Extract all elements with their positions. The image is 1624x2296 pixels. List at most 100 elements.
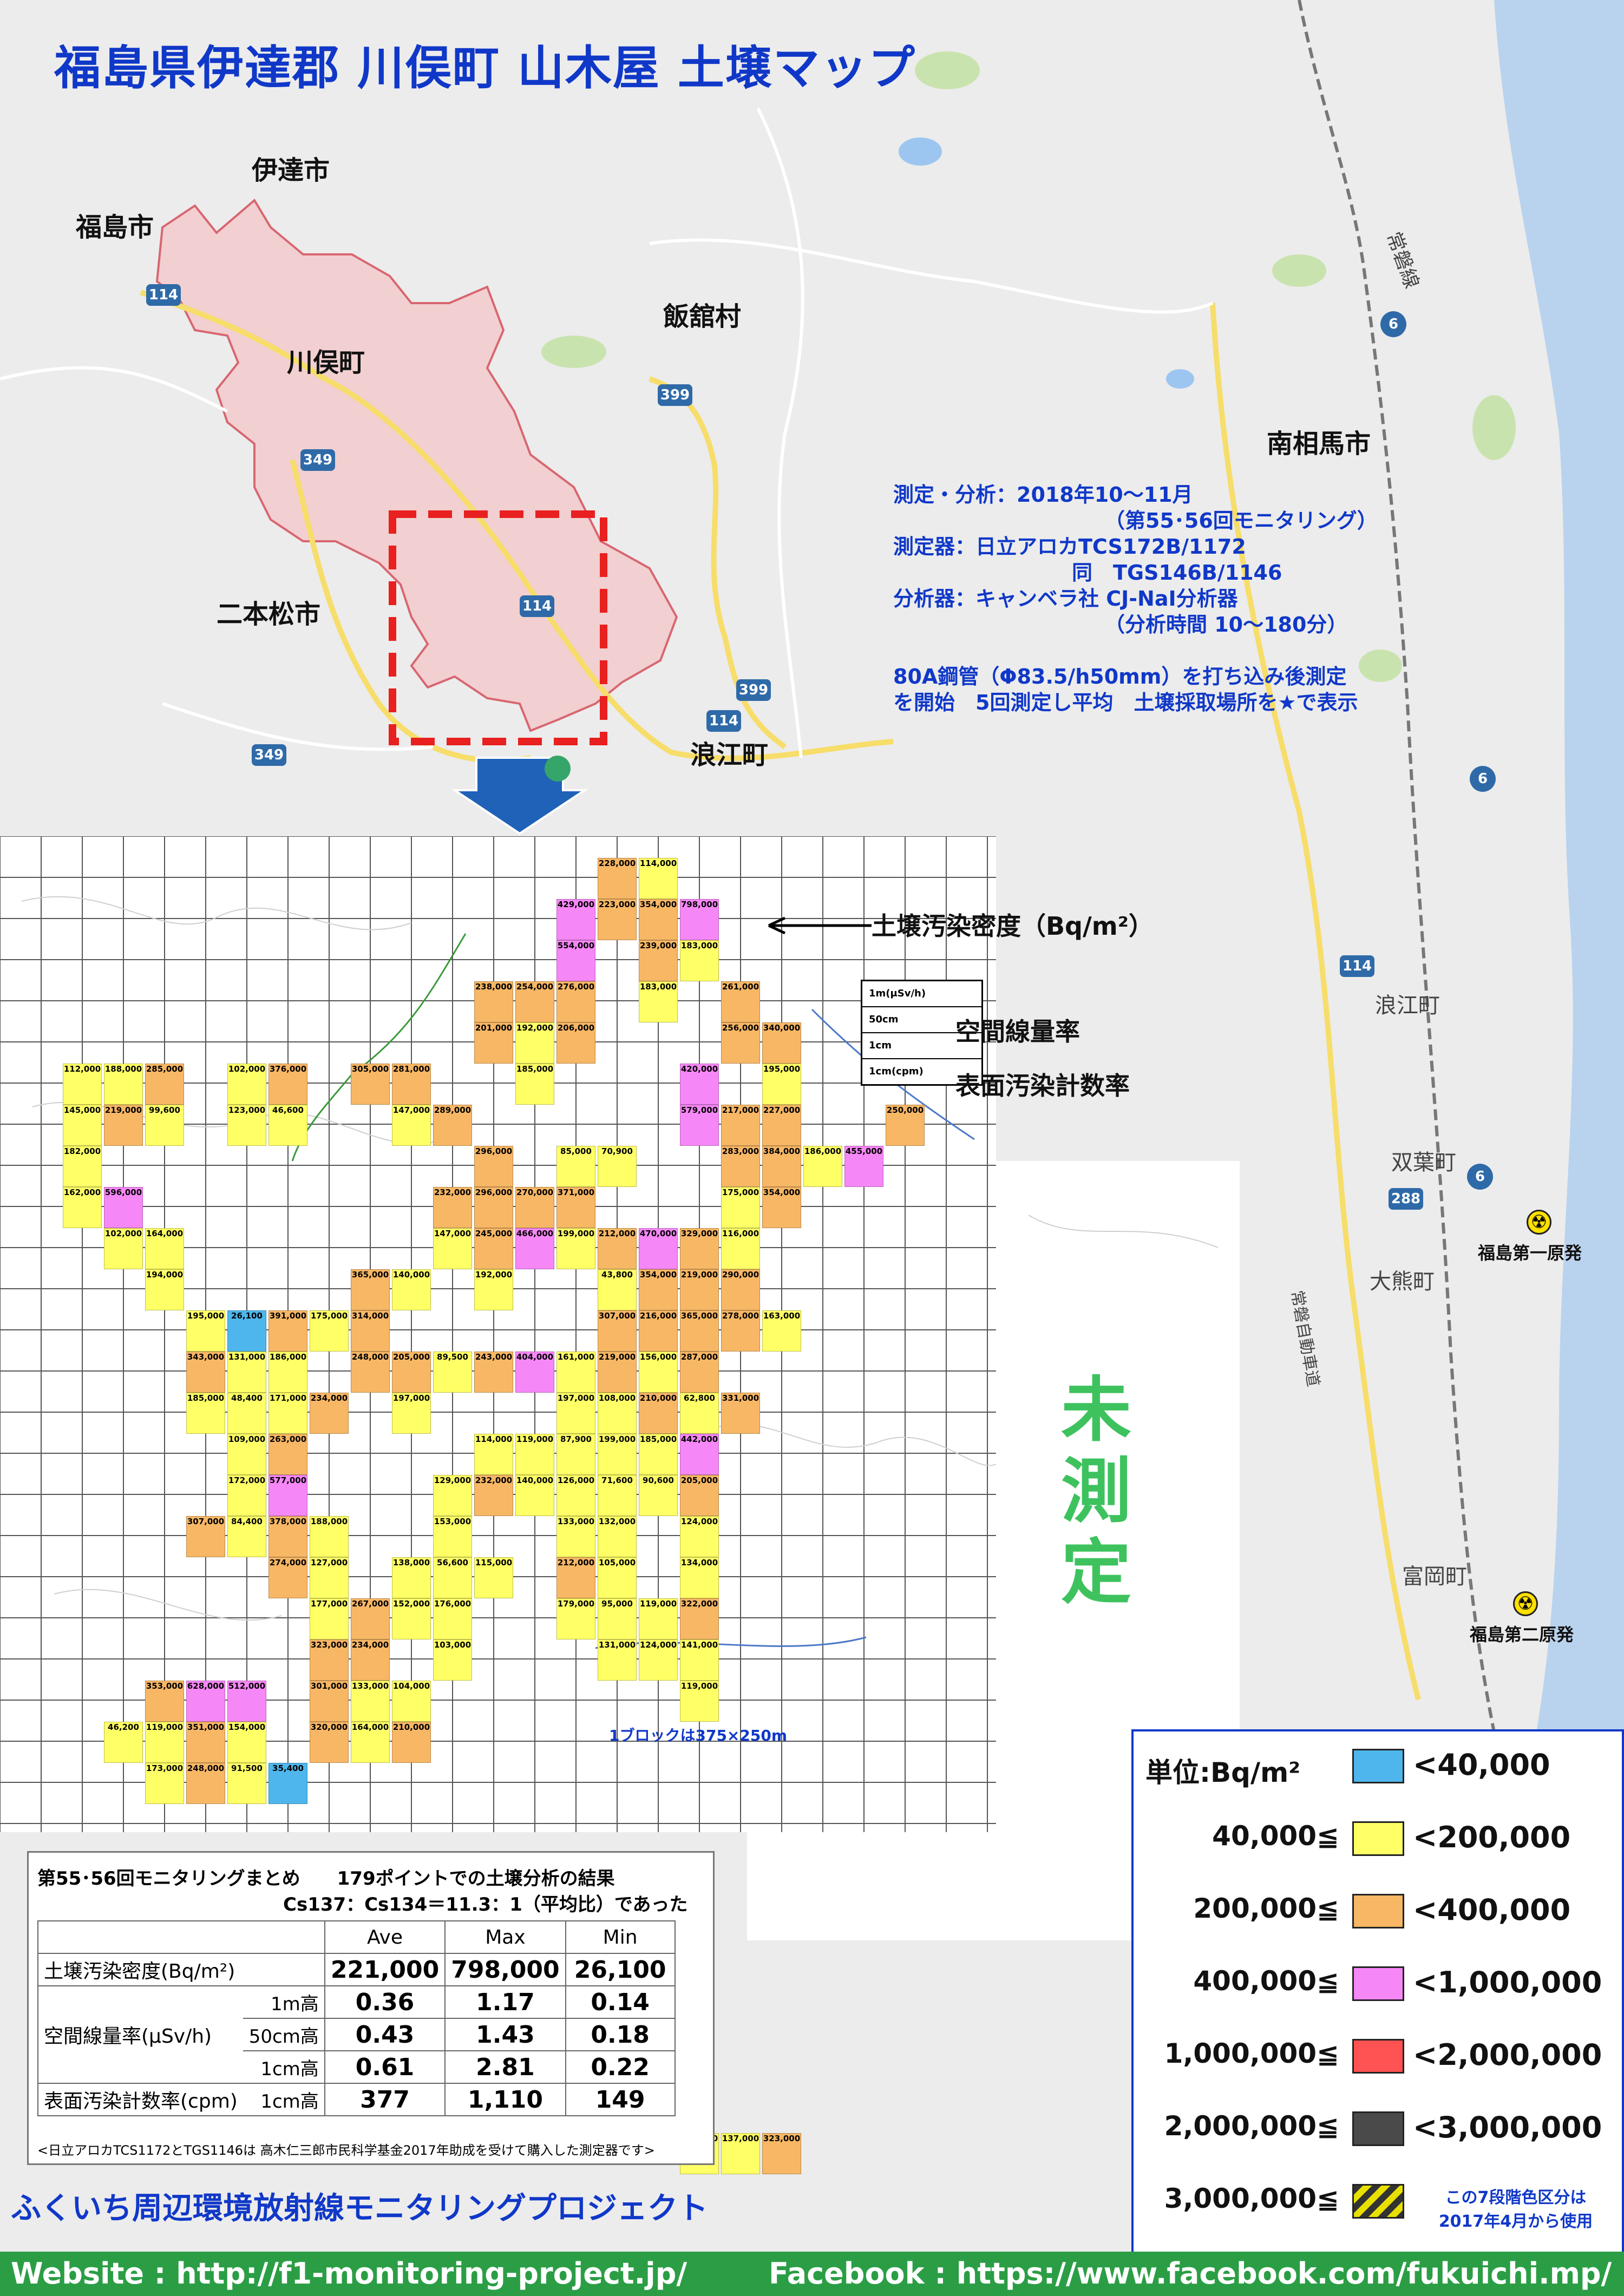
survey-cell: 278,000 (721, 1310, 760, 1352)
cell-density: 99,600 (149, 1105, 180, 1115)
cell-density: 212,000 (598, 1229, 636, 1238)
legend-row: 200,000≦ <400,000 (1134, 1882, 1621, 1936)
survey-cell: 256,000 (721, 1022, 760, 1064)
cell-density: 205,000 (680, 1475, 718, 1485)
cell-density: 105,000 (598, 1558, 636, 1567)
survey-cell: 119,000 (639, 1598, 678, 1639)
cell-density: 119,000 (639, 1599, 677, 1609)
cell-density: 197,000 (392, 1393, 430, 1403)
cell-density: 126,000 (557, 1475, 595, 1485)
survey-cell: 194,000 (145, 1269, 184, 1310)
survey-cell: 466,000 (515, 1228, 554, 1269)
survey-cell: 232,000 (474, 1475, 513, 1516)
cell-density: 270,000 (516, 1188, 554, 1197)
survey-cell: 219,000 (680, 1269, 719, 1310)
cell-density: 307,000 (187, 1517, 225, 1526)
cell-density: 238,000 (475, 982, 513, 992)
survey-cell: 99,600 (145, 1105, 184, 1146)
survey-cell: 175,000 (721, 1187, 760, 1228)
table-cell: 149 (565, 2083, 676, 2116)
survey-cell: 227,000 (762, 1105, 801, 1146)
survey-cell: 197,000 (556, 1393, 595, 1434)
cell-density: 185,000 (187, 1393, 225, 1403)
cell-density: 455,000 (845, 1146, 883, 1156)
survey-cell: 354,000 (639, 1269, 678, 1310)
summary-heading: 第55･56回モニタリングまとめ 179ポイントでの土壌分析の結果 (37, 1868, 615, 1890)
col-header: Min (565, 1920, 676, 1954)
cell-density: 156,000 (639, 1352, 677, 1362)
survey-cell: 274,000 (269, 1557, 307, 1598)
survey-cell: 185,000 (186, 1393, 225, 1434)
survey-cell: 172,000 (227, 1475, 266, 1516)
cell-density: 177,000 (310, 1599, 348, 1609)
facebook-link[interactable]: Facebook : https://www.facebook.com/fuku… (769, 2256, 1612, 2291)
legend-swatch (1352, 1821, 1404, 1856)
cell-density: 70,900 (601, 1146, 633, 1156)
survey-cell: 35,400 (269, 1763, 307, 1804)
nuclear-icon: ☢ (1513, 1591, 1538, 1616)
cell-density: 185,000 (516, 1064, 554, 1074)
label-namie-small: 浪江町 (1375, 993, 1440, 1018)
survey-cell: 161,000 (556, 1352, 595, 1393)
legend-note: この7段階色区分は 2017年4月から使用 (1413, 2186, 1619, 2234)
cell-density: 147,000 (434, 1229, 472, 1238)
summary-table: Ave Max Min 土壌汚染密度(Bq/m²) 221,000 798,00… (37, 1920, 676, 2116)
survey-cell: 205,000 (392, 1352, 431, 1393)
survey-cell: 62,800 (680, 1393, 719, 1434)
cell-density: 127,000 (310, 1558, 348, 1567)
website-link[interactable]: Website : http://f1-monitoring-project.j… (11, 2256, 687, 2291)
survey-cell: 119,000 (680, 1681, 719, 1722)
table-corner (37, 1920, 325, 1954)
summary-ratio: Cs137：Cs134＝11.3：1（平均比）であった (283, 1894, 688, 1915)
cell-density: 365,000 (351, 1270, 389, 1280)
col-header: Max (444, 1920, 566, 1954)
label-dose-rate: 空間線量率 (955, 1017, 1080, 1046)
cell-density: 129,000 (434, 1475, 472, 1485)
cell-density: 263,000 (269, 1434, 307, 1444)
cell-density: 71,600 (601, 1475, 633, 1485)
survey-cell: 250,000 (886, 1105, 925, 1146)
survey-cell: 173,000 (145, 1763, 184, 1804)
cell-density: 199,000 (557, 1229, 595, 1238)
measurement-info: 測定・分析：2018年10～11月 （第55･56回モニタリング） 測定器：日立… (893, 482, 1543, 716)
cell-density: 254,000 (516, 982, 554, 992)
survey-cell: 331,000 (721, 1393, 760, 1434)
survey-cell: 323,000 (762, 2133, 801, 2174)
survey-cell: 354,000 (639, 899, 678, 940)
callout-arrow (768, 916, 872, 935)
cell-density: 197,000 (557, 1393, 595, 1403)
legend-note-line: この7段階色区分は (1445, 2188, 1587, 2207)
survey-cell: 296,000 (474, 1146, 513, 1187)
survey-cell: 109,000 (227, 1434, 266, 1475)
survey-cell: 323,000 (310, 1639, 349, 1681)
cell-density: 798,000 (680, 900, 718, 909)
cell-density: 232,000 (434, 1188, 472, 1197)
legend-lower-bound: 1,000,000≦ (1164, 2038, 1339, 2069)
table-cell: 1,110 (444, 2083, 566, 2116)
cell-density: 554,000 (557, 941, 595, 950)
cell-density: 188,000 (104, 1064, 142, 1074)
survey-cell: 116,000 (721, 1228, 760, 1269)
info-line: を開始 5回測定し平均 土壌採取場所を★で表示 (893, 691, 1358, 714)
minor-roads (0, 107, 1214, 758)
survey-cells: 228,000 114,000 429,000 223,000 354,000 798,0… (0, 836, 1240, 2174)
survey-cell: 138,000 (392, 1557, 431, 1598)
legend-row: <40,000 (1134, 1737, 1621, 1791)
cell-density: 182,000 (63, 1146, 101, 1156)
cell-density: 212,000 (557, 1558, 595, 1567)
cell-density: 161,000 (557, 1352, 595, 1362)
cell-density: 596,000 (104, 1188, 142, 1197)
survey-cell: 46,200 (104, 1722, 143, 1763)
row-sublabel: 1m高 (243, 1985, 325, 2019)
survey-cell: 329,000 (680, 1228, 719, 1269)
legend-lower-bound: 40,000≦ (1212, 1820, 1339, 1852)
cell-density: 248,000 (187, 1763, 225, 1773)
row-sublabel: 1cm高 (243, 2050, 325, 2084)
survey-cell: 114,000 (639, 858, 678, 899)
cell-density: 124,000 (680, 1517, 718, 1526)
road-shield-349: 349 (252, 744, 286, 766)
survey-cell: 267,000 (351, 1598, 390, 1639)
table-cell: 0.43 (324, 2018, 446, 2051)
survey-cell: 270,000 (515, 1187, 554, 1228)
label-date-city: 伊達市 (252, 155, 330, 186)
